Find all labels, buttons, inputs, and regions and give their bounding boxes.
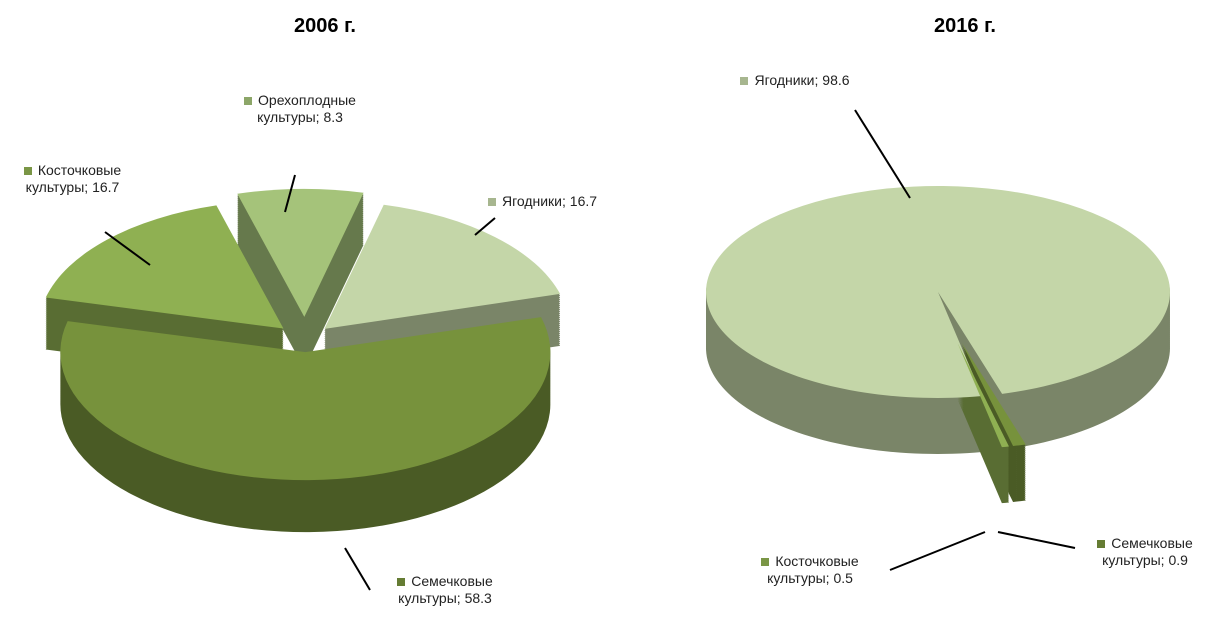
label-value: 58.3	[464, 590, 492, 606]
leader-line	[104, 231, 151, 266]
slice	[237, 188, 364, 317]
leader-line	[284, 174, 296, 213]
legend-key	[244, 97, 253, 105]
leader-line	[474, 217, 496, 236]
data-label: Ягодники; 98.6	[735, 72, 855, 89]
label-category: Орехоплодные культуры	[257, 92, 356, 125]
slice	[961, 342, 1026, 446]
legend-key	[740, 77, 749, 85]
data-label: Ягодники; 16.7	[480, 193, 605, 210]
data-label: Орехоплодные культуры; 8.3	[225, 92, 375, 126]
data-label: Косточковые культуры; 0.5	[740, 553, 880, 587]
label-separator: ;	[315, 109, 320, 125]
label-category: Косточковые культуры	[25, 162, 122, 195]
label-category: Семечковые культуры	[398, 573, 493, 606]
legend-key	[761, 558, 770, 566]
label-value: 0.5	[833, 570, 853, 586]
chart-title: 2006 г.	[294, 15, 356, 37]
slice	[957, 343, 1009, 448]
slice	[324, 204, 561, 329]
data-label: Косточковые культуры; 16.7	[5, 162, 140, 196]
label-category: Семечковые культуры	[1102, 535, 1193, 568]
label-category: Косточковые культуры	[767, 553, 859, 586]
label-category: Ягодники	[501, 193, 563, 209]
chart-title: 2016 г.	[934, 15, 996, 37]
label-category: Ягодники	[754, 72, 815, 88]
leader-line	[854, 109, 911, 199]
label-value: 0.9	[1168, 552, 1188, 568]
slice	[60, 317, 551, 481]
label-separator: ;	[825, 570, 830, 586]
label-value: 8.3	[323, 109, 343, 125]
legend-key	[23, 167, 32, 175]
slice	[45, 205, 284, 329]
label-value: 16.7	[569, 193, 598, 209]
label-separator: ;	[814, 72, 819, 88]
data-label: Семечковые культуры; 0.9	[1075, 535, 1215, 569]
slice	[705, 185, 1170, 398]
legend-key	[1097, 540, 1106, 548]
leader-line	[889, 531, 986, 571]
data-label: Семечковые культуры; 58.3	[370, 573, 520, 607]
legend-key	[397, 578, 406, 586]
label-value: 16.7	[92, 179, 120, 195]
legend-key	[487, 198, 496, 206]
label-separator: ;	[562, 193, 566, 209]
leader-line	[997, 531, 1076, 549]
leader-line	[344, 547, 371, 591]
label-separator: ;	[456, 590, 461, 606]
label-value: 98.6	[822, 72, 850, 88]
label-separator: ;	[1160, 552, 1165, 568]
label-separator: ;	[84, 179, 89, 195]
